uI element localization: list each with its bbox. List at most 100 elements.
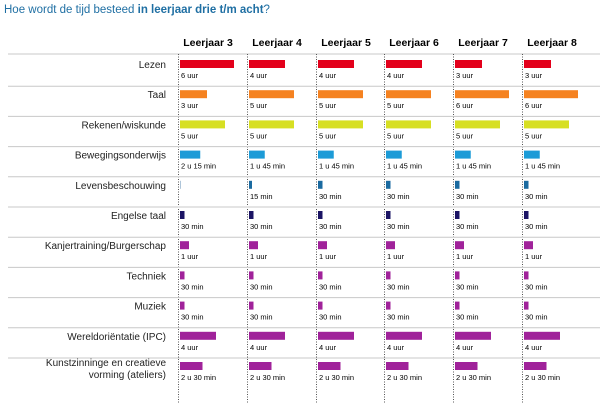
bar [180,120,225,129]
bar [318,271,323,280]
data-label: 30 min [525,192,548,201]
row-label: Techniek [127,271,167,282]
data-label: 30 min [387,313,410,322]
bar [455,211,460,219]
bar [180,90,207,99]
bar [455,150,471,159]
row-label: Wereldoriëntatie (IPC) [67,332,166,343]
bar [318,301,323,310]
bar [386,362,409,370]
data-label: 30 min [319,222,342,231]
bar [318,331,354,340]
data-label: 3 uur [456,71,474,80]
data-label: 5 uur [525,131,543,140]
bar [455,120,500,129]
bar [386,60,422,68]
bar [249,362,272,370]
bar [180,211,185,219]
bar [318,211,323,219]
data-label: 1 u 45 min [456,162,491,171]
bar [524,362,547,370]
bar [386,120,431,129]
bar [455,301,460,310]
data-label: 4 uur [387,343,405,352]
data-label: 30 min [525,222,548,231]
data-label: 4 uur [181,343,199,352]
bar [318,150,334,159]
row-label: Engelse taal [111,211,166,222]
data-label: 1 u 45 min [319,162,354,171]
data-label: 1 uur [181,252,199,261]
data-label: 1 uur [319,252,337,261]
data-label: 30 min [319,192,342,201]
column-header: Leerjaar 8 [527,37,577,49]
data-label: 2 u 30 min [456,373,491,382]
bar [180,271,185,280]
data-label: 5 uur [319,101,337,110]
data-label: 4 uur [319,71,337,80]
bar [524,241,533,250]
chart-title: Hoe wordt de tijd besteed in leerjaar dr… [4,4,270,16]
row-label: vorming (ateliers) [89,370,166,381]
bar [455,90,509,99]
data-label: 30 min [456,313,479,322]
data-label: 4 uur [387,71,405,80]
bar [180,150,201,159]
data-label: 1 u 45 min [525,162,560,171]
bar [524,331,560,340]
data-label: 2 u 30 min [181,373,216,382]
bar [386,211,391,219]
bar [180,301,185,310]
bar [180,60,234,68]
data-label: 30 min [181,222,204,231]
data-label: 30 min [456,282,479,291]
data-label: 6 uur [525,101,543,110]
bar [318,120,363,129]
bar [524,90,578,99]
column-header: Leerjaar 7 [458,37,508,49]
bar [249,211,254,219]
bar [386,150,402,159]
row-label: Levensbeschouwing [75,181,166,192]
bar [386,331,422,340]
data-label: 30 min [250,313,273,322]
bar [386,180,391,189]
bar [318,362,341,370]
title-prefix: Hoe wordt de tijd besteed [4,4,135,16]
bar [524,180,529,189]
bar [249,241,258,250]
data-label: 3 uur [181,101,199,110]
data-label: 30 min [250,282,273,291]
bar [455,331,491,340]
column-header: Leerjaar 6 [389,37,439,49]
bar [524,120,569,129]
bar [524,271,529,280]
bar [386,301,391,310]
row-label: Taal [148,90,166,101]
column-header: Leerjaar 4 [252,37,302,49]
bar [318,241,327,250]
bar [455,180,460,189]
bar [249,301,254,310]
row-label: Lezen [139,60,166,71]
data-label: 30 min [387,192,410,201]
data-label: 30 min [319,282,342,291]
bar [524,60,551,68]
data-label: 30 min [181,313,204,322]
data-label: 6 uur [456,101,474,110]
bar [455,271,460,280]
row-label: Kunstzinninge en creatieve [46,358,167,369]
bar [180,331,216,340]
data-label: 5 uur [387,131,405,140]
data-label: 30 min [456,192,479,201]
data-label: 2 u 30 min [387,373,422,382]
data-label: 30 min [387,282,410,291]
bar [318,90,363,99]
bar [180,362,203,370]
bar [524,301,529,310]
data-label: 1 uur [387,252,405,261]
bar [318,60,354,68]
bar [249,150,265,159]
bar [249,90,294,99]
data-label: 30 min [456,222,479,231]
